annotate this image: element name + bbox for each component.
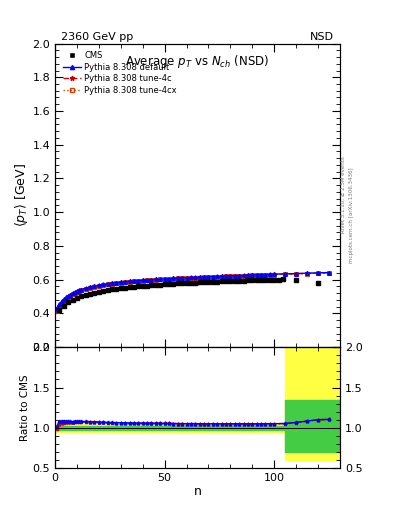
Text: Rivet 3.1.10, ≥ 2.5M events: Rivet 3.1.10, ≥ 2.5M events [341, 156, 345, 233]
X-axis label: n: n [193, 485, 202, 498]
Legend: CMS, Pythia 8.308 default, Pythia 8.308 tune-4c, Pythia 8.308 tune-4cx: CMS, Pythia 8.308 default, Pythia 8.308 … [59, 48, 180, 98]
Text: NSD: NSD [310, 32, 334, 42]
Text: Average $p_T$ vs $N_{ch}$ (NSD): Average $p_T$ vs $N_{ch}$ (NSD) [125, 53, 270, 70]
Text: CMS_2011_S8884919: CMS_2011_S8884919 [156, 276, 239, 285]
Text: 2360 GeV pp: 2360 GeV pp [61, 32, 133, 42]
Y-axis label: $\langle p_T \rangle$ [GeV]: $\langle p_T \rangle$ [GeV] [13, 163, 29, 227]
Text: mcplots.cern.ch [arXiv:1306.3436]: mcplots.cern.ch [arXiv:1306.3436] [349, 167, 354, 263]
Y-axis label: Ratio to CMS: Ratio to CMS [20, 374, 29, 441]
